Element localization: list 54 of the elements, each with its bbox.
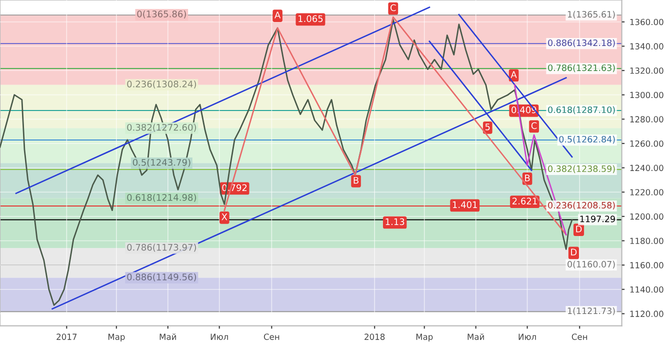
y-tick-label: 1220.00: [630, 189, 664, 196]
y-tick-label: 1200.00: [630, 213, 664, 220]
annotation: B: [525, 174, 530, 182]
ref-line-label: 1197.29: [580, 216, 615, 222]
x-tick-label: 2017: [56, 334, 77, 340]
annotation: A: [274, 12, 281, 18]
x-tick-label: 2018: [364, 334, 385, 340]
band-label: 0.786(1173.97): [127, 244, 196, 252]
y-tick-label: 1180.00: [630, 238, 664, 244]
y-tick-label: 1120.00: [630, 310, 664, 317]
y-tick-label: 1280.00: [630, 116, 664, 122]
annotation: 1.401: [452, 201, 477, 208]
annotation: 1.13: [386, 218, 404, 226]
y-tick-label: 1320.00: [630, 68, 664, 74]
annotation: D: [571, 248, 577, 256]
ref-line-label: 1(1365.61): [568, 10, 615, 19]
annotation: D: [576, 226, 582, 232]
y-tick-label: 1300.00: [630, 92, 664, 98]
x-tick-label: Сен: [572, 334, 588, 340]
annotation: C: [390, 4, 396, 12]
x-tick-label: Мар: [108, 334, 125, 342]
ref-line-label: 0.786(1321.63): [548, 64, 615, 72]
annotation: 1.065: [298, 15, 323, 22]
ref-line-label: 0.382(1238.59): [548, 165, 615, 174]
ref-line-label: 0.618(1287.10): [548, 106, 615, 114]
band-label: 0.886(1149.56): [127, 273, 196, 282]
y-tick-label: 1140.00: [630, 286, 664, 293]
y-tick-label: 1340.00: [630, 43, 664, 50]
x-tick-label: Июл: [518, 334, 536, 340]
y-tick-label: 1160.00: [630, 262, 664, 268]
band-label: 0(1365.86): [137, 10, 186, 18]
ref-line-label: 0.5(1262.84): [559, 136, 615, 144]
ref-line-label: 1(1121.73): [568, 307, 615, 316]
x-tick-label: Июл: [210, 334, 228, 340]
annotation: X: [222, 214, 228, 220]
annotation: A: [510, 71, 517, 78]
annotation: C: [531, 122, 537, 130]
x-tick-label: Май: [468, 334, 484, 340]
ref-line-label: 0(1160.07): [568, 260, 615, 269]
annotation: B: [354, 177, 358, 184]
x-tick-label: Май: [160, 334, 176, 340]
y-tick-label: 1260.00: [630, 140, 664, 147]
ref-line-label: 0.886(1342.18): [548, 39, 615, 48]
x-tick-label: Сен: [264, 334, 280, 340]
x-tick-label: Мар: [416, 334, 433, 342]
y-tick-label: 1240.00: [630, 164, 664, 172]
band-label: 0.5(1243.79): [132, 158, 190, 167]
band-label: 0.236(1308.24): [127, 80, 196, 88]
ref-line-label: 0.236(1208.58): [548, 202, 615, 210]
annotation: 2.621: [512, 198, 537, 204]
y-tick-label: 1360.00: [630, 18, 664, 26]
band-label: 0.382(1272.60): [127, 124, 196, 132]
band-label: 0.618(1214.98): [127, 194, 196, 202]
annotation: 5: [485, 124, 490, 130]
